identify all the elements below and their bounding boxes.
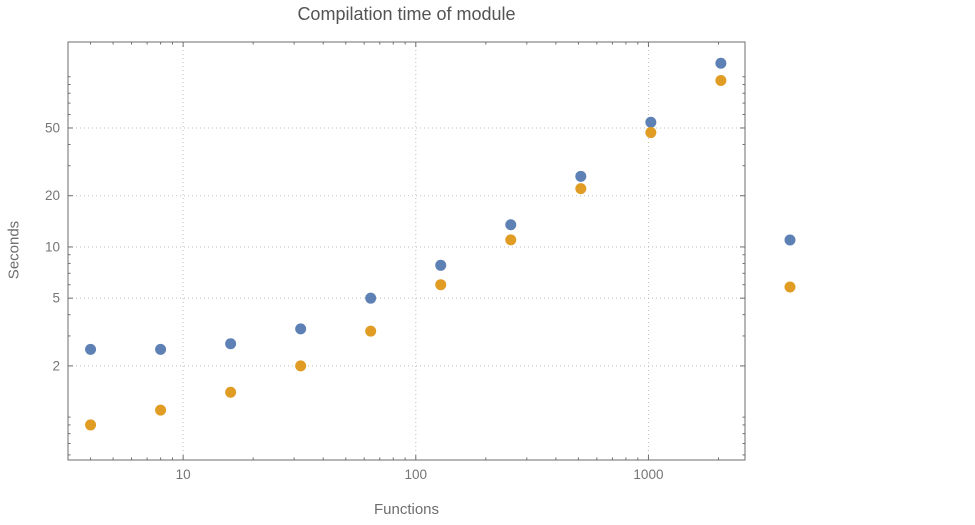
legend-marker-series-2 (784, 281, 796, 293)
y-axis-label: Seconds (5, 220, 23, 280)
x-tick-label-10: 10 (176, 467, 191, 482)
data-point-series-1-x32 (295, 323, 307, 335)
data-points-series-1 (85, 57, 727, 355)
y-tick-label-50: 50 (45, 120, 60, 135)
data-point-series-1-x512 (575, 170, 587, 182)
data-point-series-2-x1024 (645, 127, 657, 139)
y-tick-label-5: 5 (52, 291, 60, 306)
data-point-series-2-x32 (295, 360, 307, 372)
data-point-series-2-x2048 (715, 75, 727, 87)
x-axis-label: Functions (373, 501, 440, 518)
axis-ticks (68, 42, 745, 460)
data-point-series-1-x4 (85, 343, 97, 355)
data-point-series-1-x8 (155, 343, 167, 355)
data-point-series-1-x256 (505, 219, 517, 231)
x-tick-label-100: 100 (405, 467, 428, 482)
data-point-series-1-x16 (225, 338, 237, 350)
y-tick-label-2: 2 (52, 358, 60, 373)
data-points-series-2 (85, 75, 727, 431)
gridlines (68, 42, 745, 460)
data-point-series-2-x256 (505, 234, 517, 246)
data-point-series-2-x16 (225, 386, 237, 398)
data-point-series-1-x128 (435, 259, 447, 271)
legend-marker-series-1 (784, 234, 796, 246)
y-tick-label-10: 10 (45, 239, 60, 254)
tick-labels: 10 100 1000 2 5 10 20 50 (45, 120, 664, 482)
x-tick-label-1000: 1000 (633, 467, 663, 482)
data-point-series-2-x4 (85, 419, 97, 431)
y-tick-label-20: 20 (45, 188, 60, 203)
data-point-series-2-x128 (435, 279, 447, 291)
data-point-series-1-x64 (365, 292, 377, 304)
chart-title: Compilation time of module (297, 4, 516, 24)
data-point-series-2-x512 (575, 183, 587, 195)
data-point-series-1-x2048 (715, 57, 727, 69)
plot-frame (67, 41, 746, 461)
data-point-series-1-x1024 (645, 116, 657, 128)
data-point-series-2-x64 (365, 325, 377, 337)
data-point-series-2-x8 (155, 404, 167, 416)
